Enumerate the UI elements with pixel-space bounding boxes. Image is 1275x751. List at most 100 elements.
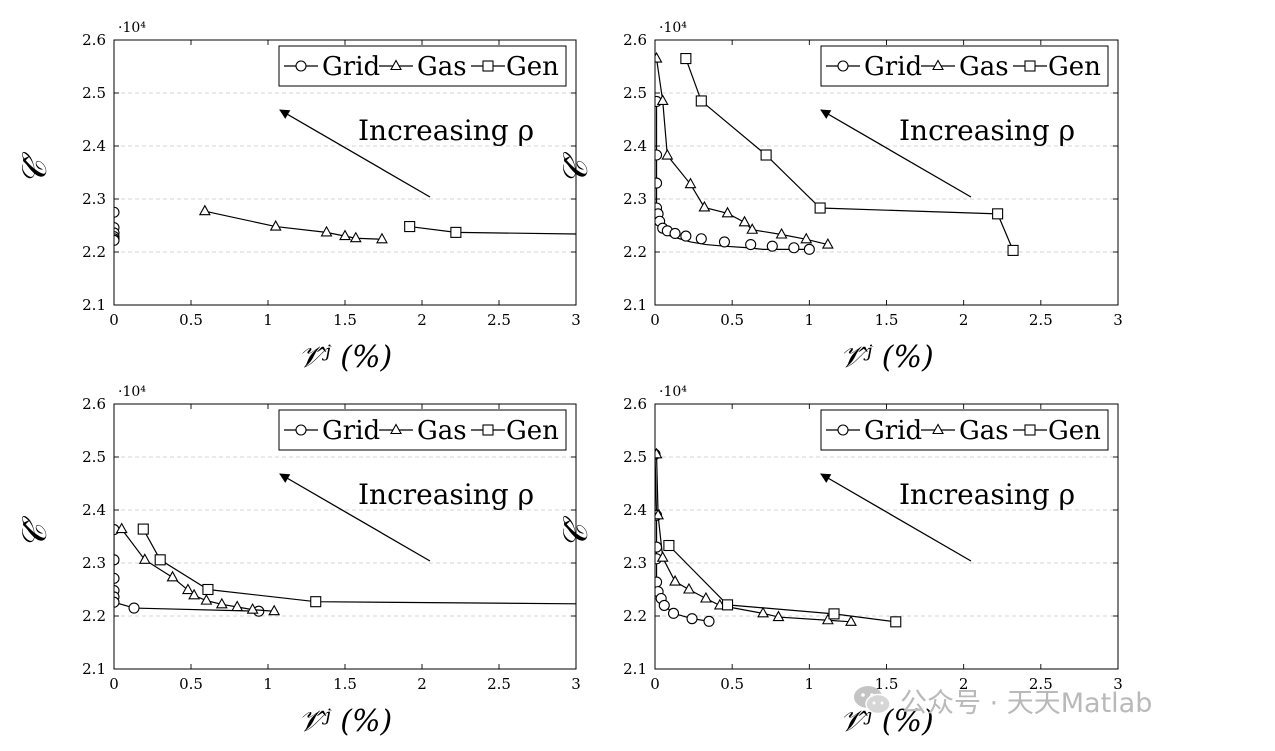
legend-box — [820, 45, 1109, 87]
legend-label: Gas — [417, 52, 467, 82]
legend-marker-triangle — [932, 59, 944, 71]
data-point — [404, 221, 416, 233]
legend-box — [278, 409, 567, 451]
data-point — [320, 225, 333, 237]
annotation-text: Increasing ρ — [358, 478, 534, 511]
data-point — [310, 596, 322, 608]
y-exponent-label: ·10⁴ — [118, 20, 146, 36]
data-point — [114, 554, 120, 566]
legend-label: Grid — [322, 52, 380, 82]
y-tick-label: 2.6 — [623, 395, 647, 413]
data-point — [775, 227, 788, 239]
data-point — [845, 615, 857, 626]
y-axis-label: 𝒞̂ — [15, 151, 55, 185]
data-point — [760, 149, 772, 161]
data-point — [656, 94, 669, 105]
plot-frame — [113, 39, 577, 306]
legend-marker-triangle — [390, 59, 402, 71]
chart-3: 2.1 2.2 2.3 2.4 2.5 2.6 0 0.5 1 1.5 2 2.5 3 ·10⁴ 𝒱̂ʲ (… — [15, 384, 581, 739]
data-point — [202, 583, 214, 596]
data-point — [114, 572, 120, 584]
data-point — [1007, 244, 1019, 256]
x-tick-label: 2.5 — [1029, 311, 1053, 329]
annotation-text: Increasing ρ — [899, 114, 1075, 147]
data-point — [655, 576, 663, 588]
legend-marker-triangle — [390, 423, 402, 435]
x-tick-label: 0.5 — [720, 675, 744, 693]
legend-marker-circle — [837, 60, 849, 72]
data-point — [655, 541, 663, 553]
x-tick-label: 3 — [1113, 675, 1123, 693]
series-line-gas — [204, 210, 382, 240]
legend-marker-circle — [295, 424, 307, 436]
legend-marker-square — [482, 60, 494, 72]
y-tick-label: 2.3 — [623, 190, 647, 208]
data-point — [745, 239, 757, 251]
series-gas — [655, 447, 857, 626]
legend-label: Gen — [506, 416, 559, 446]
annotation-arrow — [279, 473, 431, 562]
data-point — [684, 177, 697, 189]
x-tick-label: 1.5 — [333, 311, 357, 329]
data-point — [268, 604, 281, 616]
watermark-text: 公众号 · 天天Matlab — [900, 687, 1153, 719]
y-tick-label: 2.4 — [623, 137, 647, 155]
x-tick-label: 2 — [959, 311, 969, 329]
series-grid — [114, 524, 265, 617]
data-point — [721, 599, 734, 611]
legend-label: Gen — [506, 52, 559, 82]
data-point — [349, 231, 362, 243]
y-tick-label: 2.5 — [623, 84, 647, 102]
y-tick-label: 2.4 — [82, 501, 106, 519]
annotation-text: Increasing ρ — [358, 114, 534, 147]
data-point — [181, 583, 194, 595]
data-point — [766, 240, 778, 252]
plot-area — [114, 522, 576, 617]
x-tick-label: 3 — [571, 675, 581, 693]
plot-frame — [654, 403, 1119, 670]
y-tick-label: 2.2 — [623, 243, 647, 261]
series-gen — [404, 221, 576, 238]
data-point — [166, 570, 179, 582]
legend-label: Gas — [959, 52, 1009, 82]
y-tick-label: 2.1 — [82, 660, 106, 678]
x-tick-label: 0 — [650, 675, 660, 693]
data-point — [718, 236, 731, 248]
x-tick-label: 2.5 — [1029, 675, 1053, 693]
data-point — [200, 593, 213, 605]
y-tick-label: 2.4 — [623, 501, 647, 519]
data-point — [269, 219, 282, 231]
data-point — [114, 206, 120, 218]
data-point — [828, 608, 840, 620]
data-point — [339, 229, 351, 241]
y-exponent-label: ·10⁴ — [118, 384, 146, 400]
data-point — [788, 242, 800, 254]
y-axis-label: 𝒞̂ — [15, 515, 55, 549]
series-gen — [663, 539, 902, 628]
data-point — [821, 237, 834, 249]
y-tick-label: 2.6 — [82, 31, 106, 49]
data-point — [814, 202, 826, 214]
data-point — [450, 226, 462, 238]
y-tick-label: 2.1 — [623, 296, 647, 314]
data-point — [655, 508, 665, 520]
plot-frame — [113, 403, 577, 670]
legend-marker-circle — [837, 424, 849, 436]
data-point — [680, 230, 692, 242]
chart-2: 2.1 2.2 2.3 2.4 2.5 2.6 0 0.5 1 1.5 2 2.5 3 ·10⁴ 𝒱̂ʲ (… — [556, 20, 1123, 375]
x-tick-label: 0 — [109, 311, 119, 329]
y-exponent-label: ·10⁴ — [659, 384, 687, 400]
data-point — [992, 208, 1004, 220]
y-tick-label: 2.2 — [82, 243, 106, 261]
annotation-arrow — [279, 109, 431, 198]
data-point — [695, 95, 707, 107]
series-line-gas — [655, 454, 852, 623]
data-point — [757, 606, 769, 618]
x-axis-label: 𝒱̂ʲ (%) — [839, 340, 933, 375]
series-gas — [198, 204, 388, 244]
chart-1: 2.1 2.2 2.3 2.4 2.5 2.6 0 0.5 1 1.5 2 2.5 3 ·10⁴ 𝒱̂ʲ (… — [15, 20, 581, 375]
x-tick-label: 2 — [417, 675, 427, 693]
data-point — [655, 177, 663, 189]
legend-box — [820, 409, 1109, 451]
legend-label: Gas — [959, 416, 1009, 446]
